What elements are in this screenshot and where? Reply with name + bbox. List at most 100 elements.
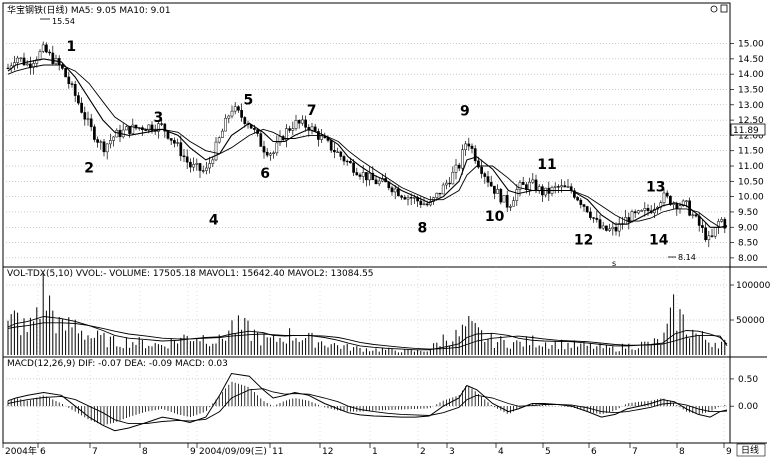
- window-icon[interactable]: [720, 4, 728, 13]
- wave-label: 9: [460, 103, 470, 119]
- circle-icon[interactable]: [710, 5, 718, 13]
- candle-body: [480, 166, 483, 174]
- candle-body: [253, 128, 256, 130]
- candle-body: [176, 142, 179, 144]
- candle-body: [131, 124, 135, 134]
- volume-tick-label: 50000: [736, 316, 765, 326]
- candle-body: [457, 164, 461, 169]
- candle-body: [553, 186, 557, 188]
- candle-body: [685, 200, 688, 202]
- candle-body: [368, 172, 371, 181]
- candle-body: [144, 129, 147, 131]
- candle-body: [406, 197, 410, 200]
- candle-body: [675, 203, 679, 209]
- candle-body: [230, 110, 234, 117]
- macd-tick-label: 0.00: [738, 402, 758, 412]
- period-box[interactable]: [736, 443, 766, 457]
- macd-tick-label: 0.50: [738, 375, 758, 385]
- candle-body: [112, 136, 115, 141]
- candle-body: [592, 217, 595, 219]
- candle-body: [169, 138, 173, 141]
- candle-body: [512, 200, 515, 207]
- candle-body: [179, 142, 183, 157]
- candle-body: [438, 192, 442, 195]
- candle-body: [105, 143, 109, 153]
- wave-label: 2: [84, 161, 94, 177]
- candle-body: [259, 133, 263, 147]
- candle-body: [611, 226, 615, 230]
- candle-body: [233, 106, 237, 112]
- price-candles: [6, 41, 727, 248]
- candle-body: [605, 225, 608, 231]
- candle-body: [288, 128, 291, 131]
- candle-body: [665, 192, 669, 197]
- candle-body: [201, 170, 205, 172]
- candle-body: [489, 181, 493, 187]
- candle-body: [573, 190, 576, 198]
- chart-frame: [2, 2, 731, 444]
- candle-body: [413, 197, 416, 199]
- candle-body: [272, 152, 275, 155]
- candle-body: [505, 195, 509, 208]
- candle-body: [329, 140, 333, 151]
- candle-body: [681, 200, 685, 206]
- date-tick-label: 9: [190, 447, 196, 457]
- candle-body: [29, 63, 32, 68]
- candle-body: [713, 227, 717, 237]
- date-axis-ticks: 2004年 6 7 8 9 2004/09/09(三) 11 12 1 2 3 4 5 6 7 8 9: [2, 443, 732, 457]
- candle-body: [304, 119, 307, 128]
- candle-body: [710, 235, 714, 237]
- price-axis-ticks: 15.00 14.50 14.00 13.50 13.00 12.50 12.00 11.50…: [730, 40, 764, 264]
- candle-body: [297, 120, 301, 124]
- wave-label: 14: [649, 233, 669, 249]
- candle-body: [521, 182, 525, 185]
- candle-body: [425, 203, 429, 206]
- candle-body: [544, 187, 547, 196]
- candle-body: [435, 192, 439, 198]
- volume-axis-ticks: 100000 50000: [730, 281, 770, 326]
- candle-body: [208, 163, 211, 169]
- candle-body: [25, 63, 29, 66]
- date-tick-label: 7: [92, 447, 98, 457]
- candle-body: [6, 67, 10, 70]
- candle-body: [192, 164, 195, 168]
- candle-body: [701, 225, 704, 228]
- high-label: 15.54: [52, 17, 75, 26]
- candle-body: [217, 137, 221, 143]
- candle-body: [454, 164, 458, 173]
- candle-body: [185, 156, 189, 163]
- price-tick-label: 11.50: [738, 147, 764, 157]
- candle-body: [707, 235, 711, 241]
- candle-body: [365, 172, 368, 181]
- candle-body: [89, 118, 93, 128]
- candle-body: [393, 188, 397, 193]
- indicator-lines: [7, 58, 728, 432]
- candle-body: [96, 139, 99, 143]
- candle-body: [358, 174, 362, 177]
- candle-body: [374, 179, 378, 185]
- wave-label: 8: [418, 220, 428, 236]
- candle-body: [419, 200, 423, 205]
- wave-label: 3: [153, 110, 163, 126]
- candle-body: [694, 214, 698, 217]
- candle-body: [182, 155, 186, 158]
- candle-body: [342, 156, 346, 162]
- wave-label: 12: [574, 233, 593, 249]
- price-tick-label: 9.50: [738, 208, 758, 218]
- last-price-box: [730, 123, 766, 136]
- candle-body: [301, 119, 304, 124]
- candle-body: [723, 219, 727, 229]
- candle-body: [320, 135, 323, 140]
- candle-body: [339, 151, 343, 157]
- date-tick-label: 7: [632, 447, 638, 457]
- candle-body: [173, 140, 176, 144]
- candle-body: [470, 145, 474, 149]
- date-tick-label: 2004/09/09(三): [199, 447, 267, 457]
- candle-body: [64, 68, 67, 78]
- price-tick-label: 12.00: [738, 131, 764, 141]
- candle-body: [557, 186, 560, 188]
- candle-body: [275, 142, 279, 154]
- candle-body: [515, 189, 519, 201]
- price-tick-label: 13.50: [738, 85, 764, 95]
- candle-body: [377, 180, 381, 185]
